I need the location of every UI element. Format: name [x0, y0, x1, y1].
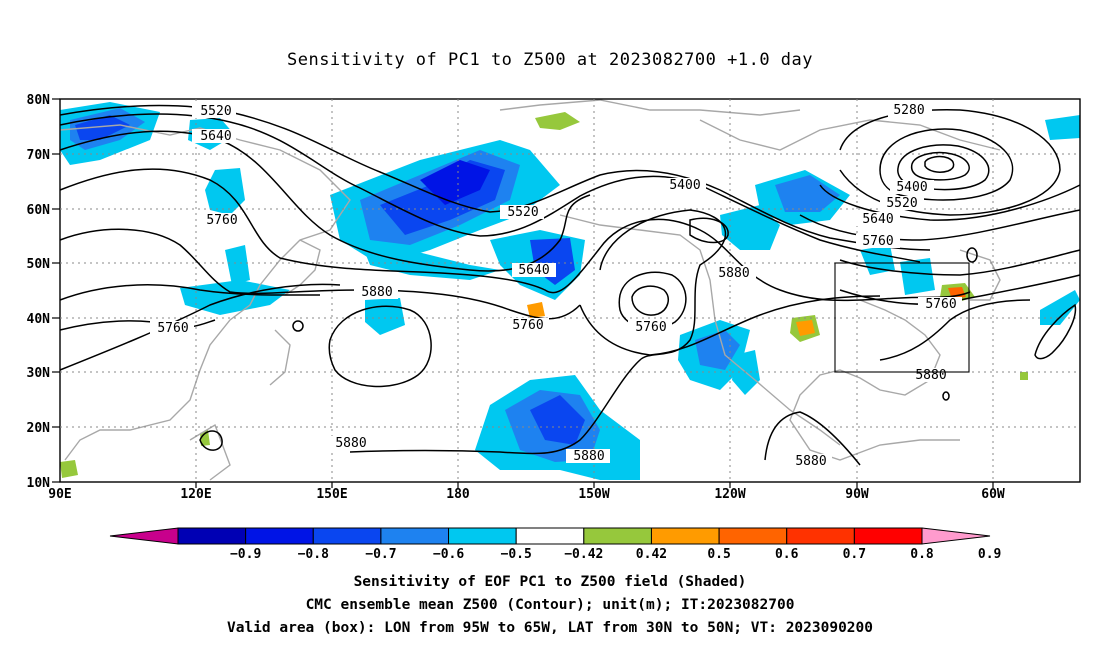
- shade-positive-region: [200, 430, 210, 446]
- lat-label: 40N: [27, 312, 51, 327]
- caption-valid-area: Valid area (box): LON from 95W to 65W, L…: [226, 620, 873, 636]
- graticule: [60, 99, 1080, 482]
- caption-contour: CMC ensemble mean Z500 (Contour); unit(m…: [305, 597, 795, 613]
- lon-label: 150W: [578, 487, 609, 502]
- contour-label: 5760: [206, 213, 237, 228]
- lat-label: 60N: [27, 203, 51, 218]
- colorbar-label: −0.5: [501, 547, 532, 562]
- shade-negative-region: [775, 175, 840, 212]
- colorbar-swatch: [853, 527, 923, 545]
- shade-negative-region: [75, 115, 130, 140]
- colorbar-swatch: [650, 527, 720, 545]
- shade-positive-region: [1020, 372, 1028, 380]
- contour-label: 5280: [893, 103, 924, 118]
- shade-negative-region: [365, 298, 405, 335]
- contour-label: 5520: [507, 205, 538, 220]
- lat-label: 30N: [27, 366, 51, 381]
- colorbar-swatch: [786, 527, 855, 545]
- colorbar-label: −0.42: [564, 547, 603, 562]
- contour-label: 5520: [886, 196, 917, 211]
- colorbar-label: 0.7: [843, 547, 866, 562]
- lon-label: 120W: [714, 487, 745, 502]
- contour-label: 5880: [718, 266, 749, 281]
- contour-label: 5760: [157, 321, 188, 336]
- contour-label: 5520: [200, 104, 231, 119]
- colorbar-label: 0.42: [636, 547, 667, 562]
- colorbar-swatch: [583, 527, 652, 545]
- lat-label: 50N: [27, 257, 51, 272]
- shade-positive-region: [527, 302, 545, 318]
- lat-label: 70N: [27, 148, 51, 163]
- colorbar-label: −0.8: [298, 547, 329, 562]
- contour-label: 5880: [573, 449, 604, 464]
- colorbar-label: −0.6: [433, 547, 464, 562]
- colorbar-min-triangle: [109, 527, 179, 545]
- contour-label: 5880: [335, 436, 366, 451]
- colorbar-label: 0.5: [707, 547, 730, 562]
- shade-negative-region: [225, 245, 250, 285]
- contour-label: 5880: [915, 368, 946, 383]
- lon-label: 90E: [48, 487, 71, 502]
- z500-contours: [59, 104, 1081, 466]
- colorbar: −0.9 −0.8 −0.7 −0.6 −0.5 −0.42 0.42 0.5 0.6 0.7 0.…: [109, 527, 1001, 562]
- contour-label: 5640: [518, 263, 549, 278]
- valid-area-box: [834, 262, 970, 373]
- shade-positive-region: [535, 112, 580, 130]
- contour-label: 5400: [669, 178, 700, 193]
- shade-negative-region: [695, 330, 740, 370]
- shade-positive-region: [60, 460, 78, 478]
- shade-negative-region: [1040, 290, 1080, 325]
- lon-label: 120E: [180, 487, 211, 502]
- contour-labels: 5520 5640 5760 5520 5640 5880 5760 5760 …: [150, 103, 962, 469]
- contour-label: 5640: [862, 212, 893, 227]
- colorbar-swatch: [448, 527, 517, 545]
- shade-negative-region: [900, 258, 935, 295]
- colorbar-swatch: [245, 527, 314, 545]
- colorbar-max-triangle: [921, 527, 991, 545]
- lon-label: 60W: [981, 487, 1005, 502]
- colorbar-swatch: [515, 527, 585, 545]
- colorbar-label: −0.9: [230, 547, 261, 562]
- contour-label: 5640: [200, 129, 231, 144]
- colorbar-swatch: [380, 527, 450, 545]
- colorbar-swatch: [177, 527, 247, 545]
- lon-label: 180: [446, 487, 470, 502]
- colorbar-label: 0.6: [775, 547, 799, 562]
- colorbar-label: 0.9: [978, 547, 1001, 562]
- shade-positive-region: [796, 320, 815, 336]
- map-figure: 5520 5640 5760 5520 5640 5880 5760 5760 …: [27, 93, 1081, 562]
- shade-negative-region: [420, 160, 490, 205]
- shade-negative-region: [530, 395, 585, 445]
- colorbar-swatch: [718, 527, 788, 545]
- lon-label: 150E: [316, 487, 347, 502]
- lat-ticks: [52, 98, 60, 483]
- shade-negative-region: [205, 168, 245, 215]
- longitude-labels: 90E 120E 150E 180 150W 120W 90W 60W: [48, 487, 1005, 502]
- contour-label: 5880: [361, 285, 392, 300]
- colorbar-swatch: [312, 527, 382, 545]
- lat-label: 20N: [27, 421, 51, 436]
- contour-label: 5400: [896, 180, 927, 195]
- contour-label: 5760: [862, 234, 893, 249]
- contour-label: 5760: [512, 318, 543, 333]
- shade-negative-region: [1045, 115, 1080, 140]
- lon-label: 90W: [845, 487, 869, 502]
- latitude-labels: 80N 70N 60N 50N 40N 30N 20N 10N: [27, 93, 51, 491]
- contour-label: 5880: [795, 454, 826, 469]
- contour-label: 5760: [925, 297, 956, 312]
- colorbar-label: 0.8: [910, 547, 934, 562]
- lat-label: 10N: [27, 476, 51, 491]
- caption-shading: Sensitivity of EOF PC1 to Z500 field (Sh…: [353, 574, 747, 590]
- lon-ticks: [195, 482, 994, 488]
- colorbar-label: −0.7: [365, 547, 396, 562]
- map-title: Sensitivity of PC1 to Z500 at 2023082700…: [286, 50, 813, 70]
- contour-label: 5760: [635, 320, 666, 335]
- map-frame: [59, 98, 1081, 483]
- lat-label: 80N: [27, 93, 51, 108]
